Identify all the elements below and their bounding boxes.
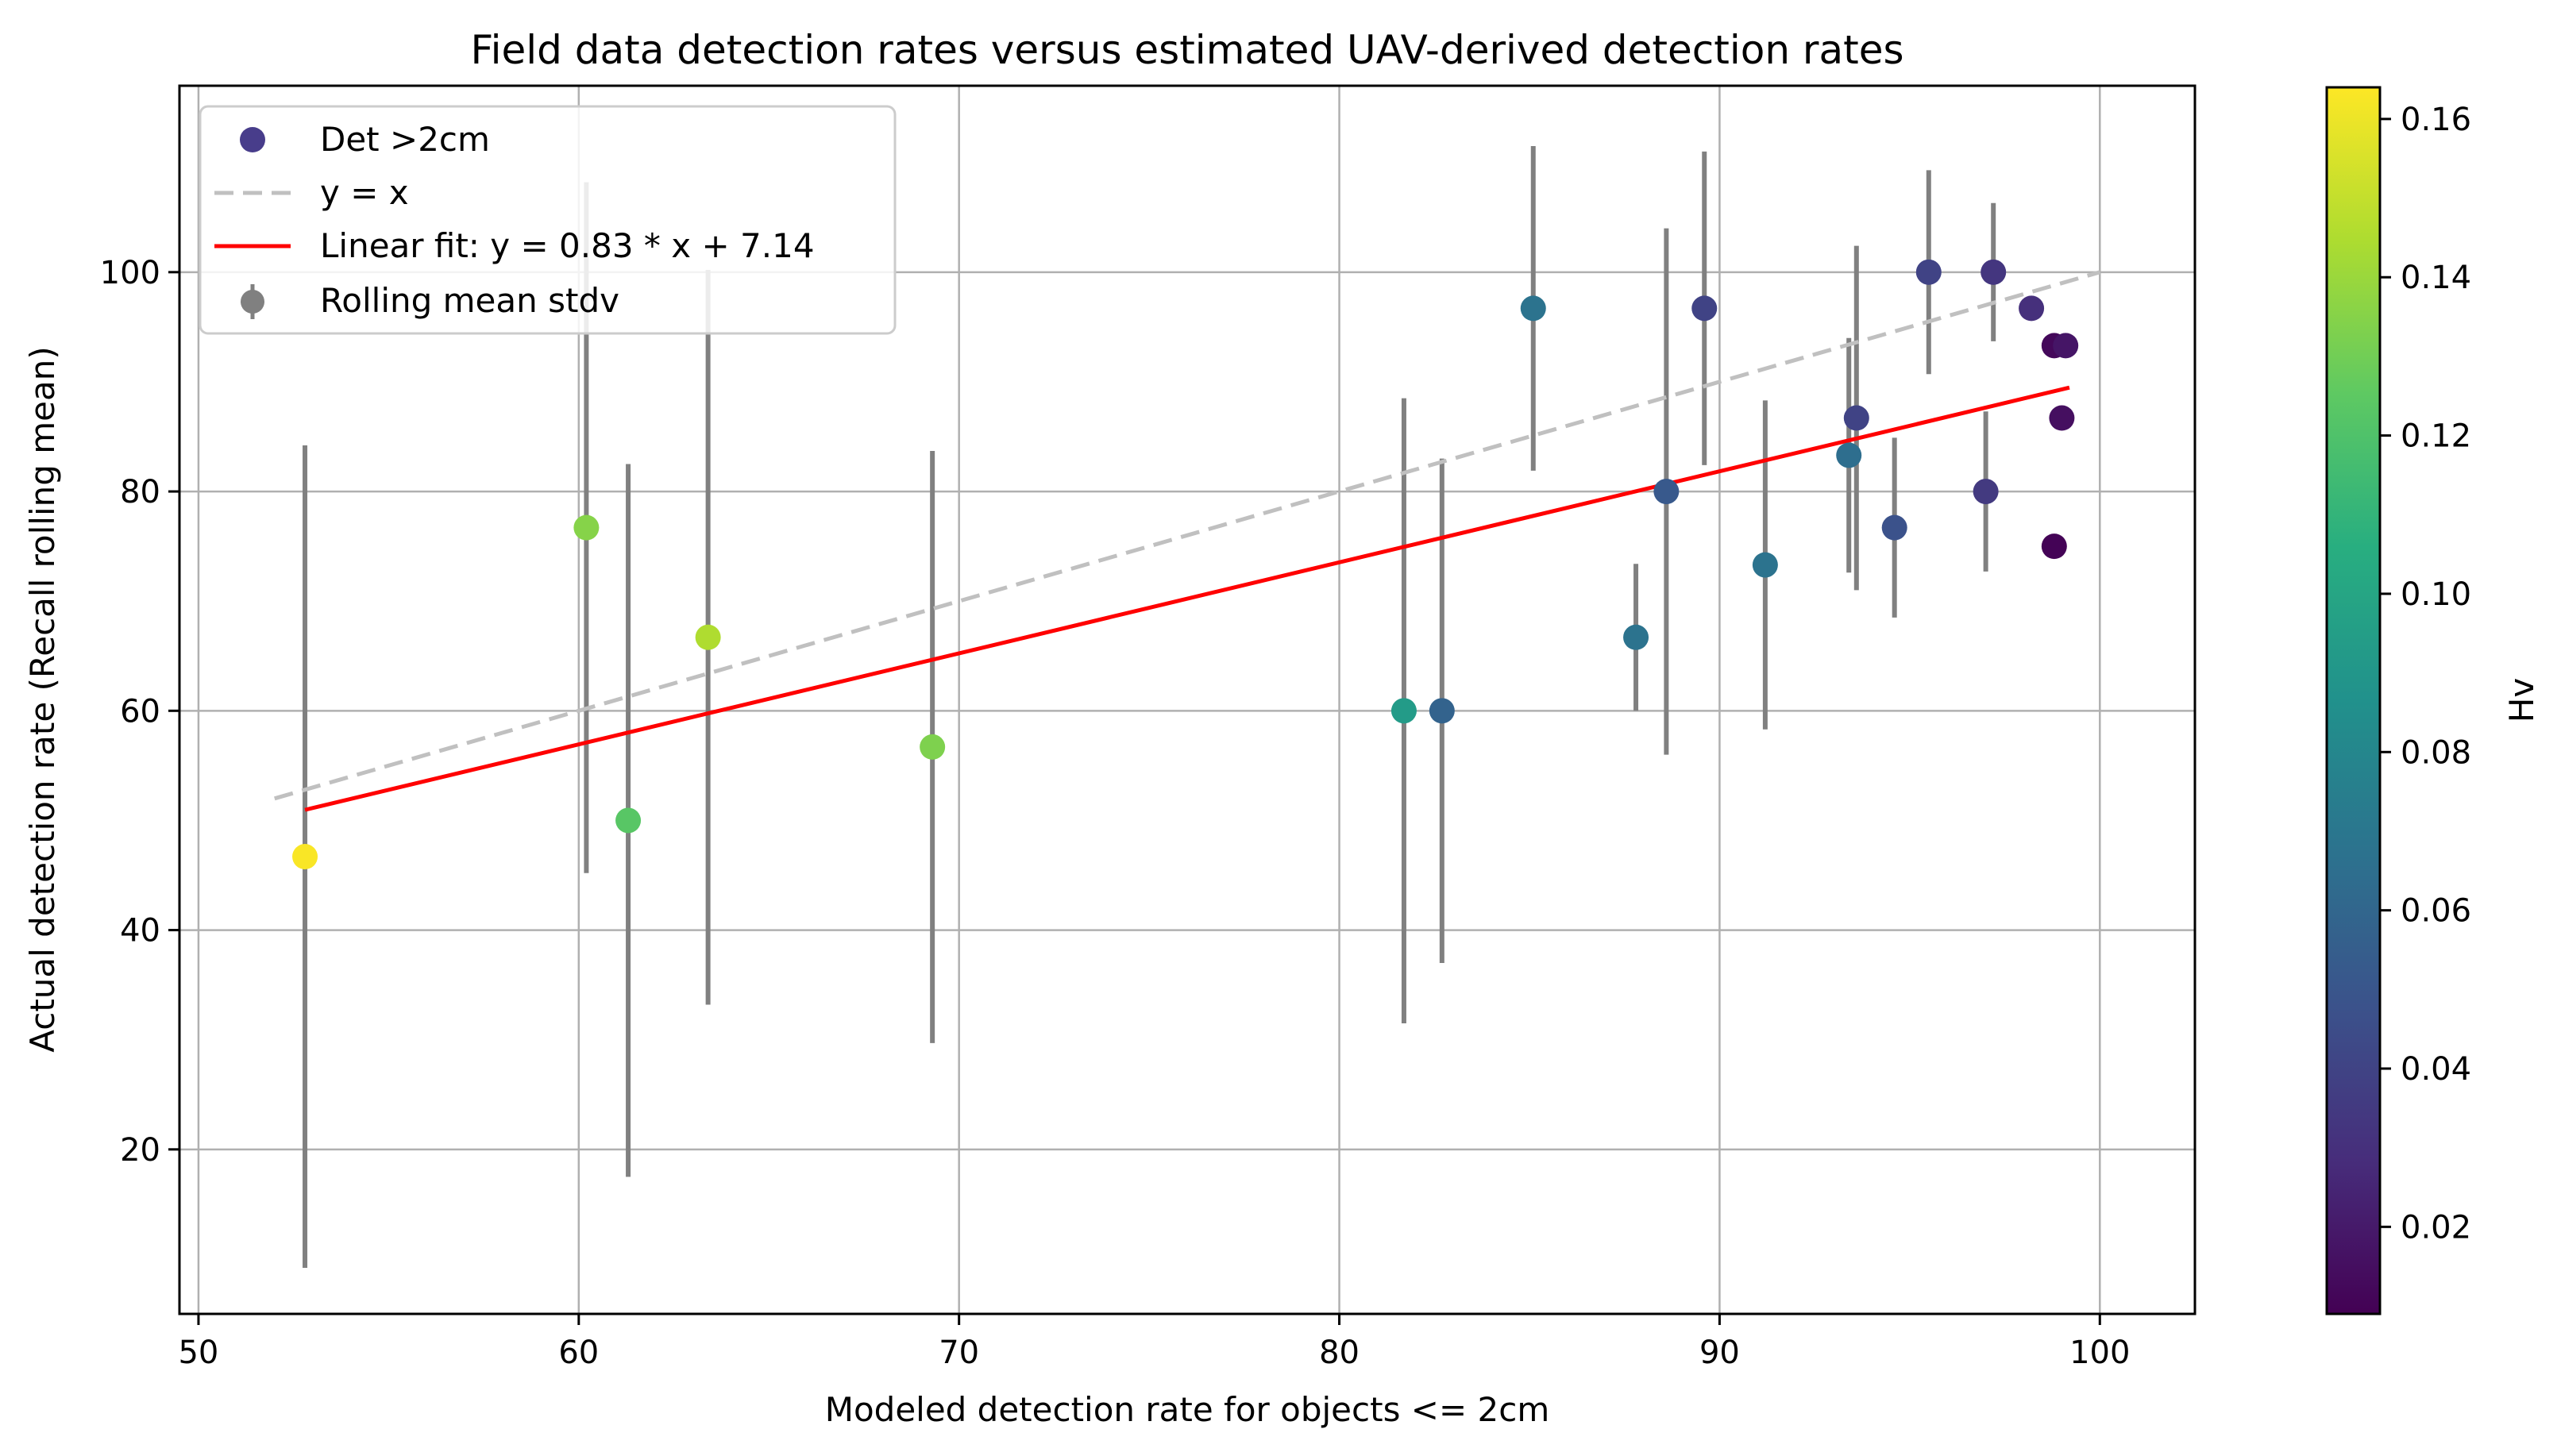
x-tick-label: 70 [939, 1335, 979, 1371]
plot-frame [178, 84, 2197, 1315]
x-tick-label: 60 [558, 1335, 599, 1371]
colorbar-gradient [2325, 86, 2382, 1315]
colorbar: 0.02 0.04 0.06 0.08 0.10 0.12 0.14 0.16 Hv [2325, 86, 2541, 1315]
data-point [1520, 295, 1546, 322]
data-point [2053, 333, 2079, 359]
x-tick-label: 80 [1319, 1335, 1360, 1371]
colorbar-tick-label: 0.12 [2401, 418, 2471, 455]
x-tick-label: 100 [2069, 1335, 2130, 1371]
legend-scatter-marker [240, 127, 265, 152]
y-tick-label: 80 [120, 474, 160, 510]
x-tick-label: 50 [178, 1335, 218, 1371]
data-point [1836, 442, 1862, 468]
colorbar-tick-label: 0.10 [2401, 576, 2471, 613]
data-point [1973, 479, 1999, 505]
data-point [1881, 514, 1907, 541]
y-tick-label: 40 [120, 913, 160, 949]
data-point [1390, 698, 1417, 724]
data-point [695, 624, 721, 650]
colorbar-label: Hv [2502, 678, 2541, 722]
points [292, 259, 2079, 870]
data-point [1981, 259, 2007, 285]
y-tick-label: 100 [100, 255, 160, 291]
data-point [1691, 295, 1718, 322]
data-point [1752, 552, 1778, 578]
legend-scatter-label: Det >2cm [320, 120, 490, 159]
data-point [573, 514, 600, 541]
colorbar-tick-label: 0.14 [2401, 260, 2471, 296]
chart-title: Field data detection rates versus estima… [470, 27, 1903, 73]
data-point [1429, 698, 1455, 724]
colorbar-tick-label: 0.16 [2401, 102, 2471, 138]
colorbar-tick-label: 0.08 [2401, 734, 2471, 771]
data-point [1843, 405, 1869, 431]
data-point [2049, 405, 2075, 431]
data-point [1623, 624, 1649, 650]
colorbar-tick-label: 0.06 [2401, 893, 2471, 930]
colorbar-ticks: 0.02 0.04 0.06 0.08 0.10 0.12 0.14 0.16 [2380, 102, 2471, 1246]
colorbar-tick-label: 0.04 [2401, 1051, 2471, 1088]
data-point [1653, 479, 1680, 505]
data-point [920, 734, 946, 760]
axis-ticks: 50 60 70 80 90 100 20 40 60 80 100 [100, 255, 2131, 1371]
y-axis-label: Actual detection rate (Recall rolling me… [23, 346, 62, 1053]
data-point [1915, 259, 1942, 285]
legend: Det >2cm y = x Linear fit: y = 0.83 * x … [199, 105, 897, 335]
legend-errorbar-label: Rolling mean stdv [320, 281, 619, 320]
data-point [2019, 295, 2045, 322]
identity-line [274, 270, 2100, 801]
y-tick-label: 60 [120, 693, 160, 730]
x-axis-label: Modeled detection rate for objects <= 2c… [825, 1390, 1550, 1429]
colorbar-tick-label: 0.02 [2401, 1209, 2471, 1246]
legend-identity-label: y = x [320, 173, 409, 212]
x-tick-label: 90 [1699, 1335, 1740, 1371]
data-point [615, 807, 642, 834]
y-tick-label: 20 [120, 1132, 160, 1169]
legend-fit-label: Linear fit: y = 0.83 * x + 7.14 [320, 226, 815, 265]
data-point [292, 844, 318, 870]
data-point [2041, 533, 2067, 560]
fit-line [304, 385, 2070, 812]
legend-box [199, 105, 897, 335]
legend-errorbar-marker [241, 290, 264, 314]
